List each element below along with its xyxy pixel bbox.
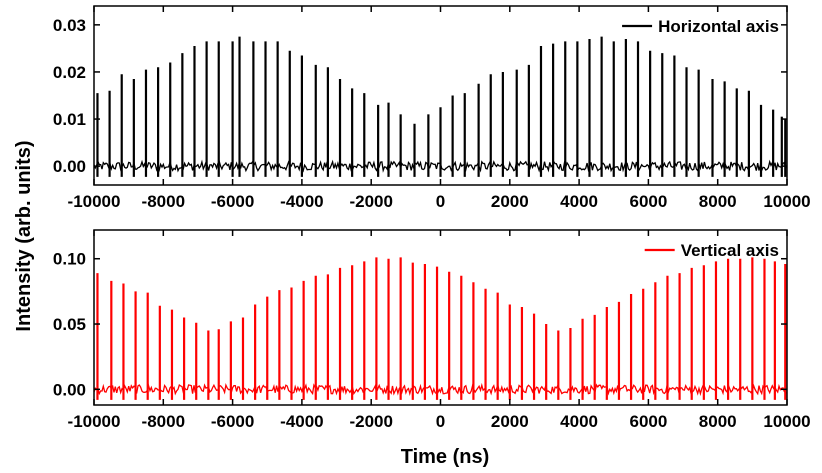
bottom-x-tick-label-2: -6000	[211, 412, 254, 431]
top-y-tick-label-3: 0.03	[53, 16, 86, 35]
bottom-x-tick-label-7: 4000	[560, 412, 598, 431]
x-axis-title: Time (ns)	[401, 446, 490, 468]
top-y-tick-label-0: 0.00	[53, 157, 86, 176]
top-x-tick-label-5: 0	[436, 192, 445, 211]
bottom-x-tick-label-9: 8000	[699, 412, 737, 431]
bottom-x-tick-label-5: 0	[436, 412, 445, 431]
top-x-tick-label-4: -2000	[349, 192, 392, 211]
y-axis-title: Intensity (arb. units)	[13, 140, 35, 331]
top-x-tick-label-2: -6000	[211, 192, 254, 211]
top-x-tick-label-0: -10000	[68, 192, 121, 211]
top-x-tick-label-3: -4000	[280, 192, 323, 211]
top-legend: Horizontal axis	[622, 17, 779, 36]
bottom-x-tick-label-8: 6000	[629, 412, 667, 431]
bottom-y-tick-label-1: 0.05	[53, 315, 86, 334]
bottom-x-tick-label-10: 10000	[763, 412, 810, 431]
bottom-x-tick-label-6: 2000	[491, 412, 529, 431]
bottom-y-tick-label-0: 0.00	[53, 380, 86, 399]
top-x-tick-label-6: 2000	[491, 192, 529, 211]
bottom-x-tick-label-0: -10000	[68, 412, 121, 431]
bottom-legend-label: Vertical axis	[681, 241, 779, 260]
top-legend-label: Horizontal axis	[658, 17, 779, 36]
bottom-x-tick-label-4: -2000	[349, 412, 392, 431]
bottom-noise-trace	[93, 382, 788, 397]
bottom-y-tick-label-2: 0.10	[53, 250, 86, 269]
top-y-tick-label-2: 0.02	[53, 63, 86, 82]
top-x-tick-label-9: 8000	[699, 192, 737, 211]
bottom-panel: -10000 -8000 -6000 -4000 -2000 0 2000 4000 6000 8…	[53, 229, 811, 431]
bottom-legend: Vertical axis	[644, 241, 779, 260]
bottom-x-tick-label-1: -8000	[142, 412, 185, 431]
top-panel: -10000 -8000 -6000 -4000 -2000 0 2000 4000 6000 8…	[53, 5, 811, 211]
top-x-tick-label-10: 10000	[763, 192, 810, 211]
top-x-tick-label-8: 6000	[629, 192, 667, 211]
top-x-tick-label-1: -8000	[142, 192, 185, 211]
bottom-x-tick-label-3: -4000	[280, 412, 323, 431]
top-x-tick-label-7: 4000	[560, 192, 598, 211]
top-y-tick-label-1: 0.01	[53, 110, 86, 129]
